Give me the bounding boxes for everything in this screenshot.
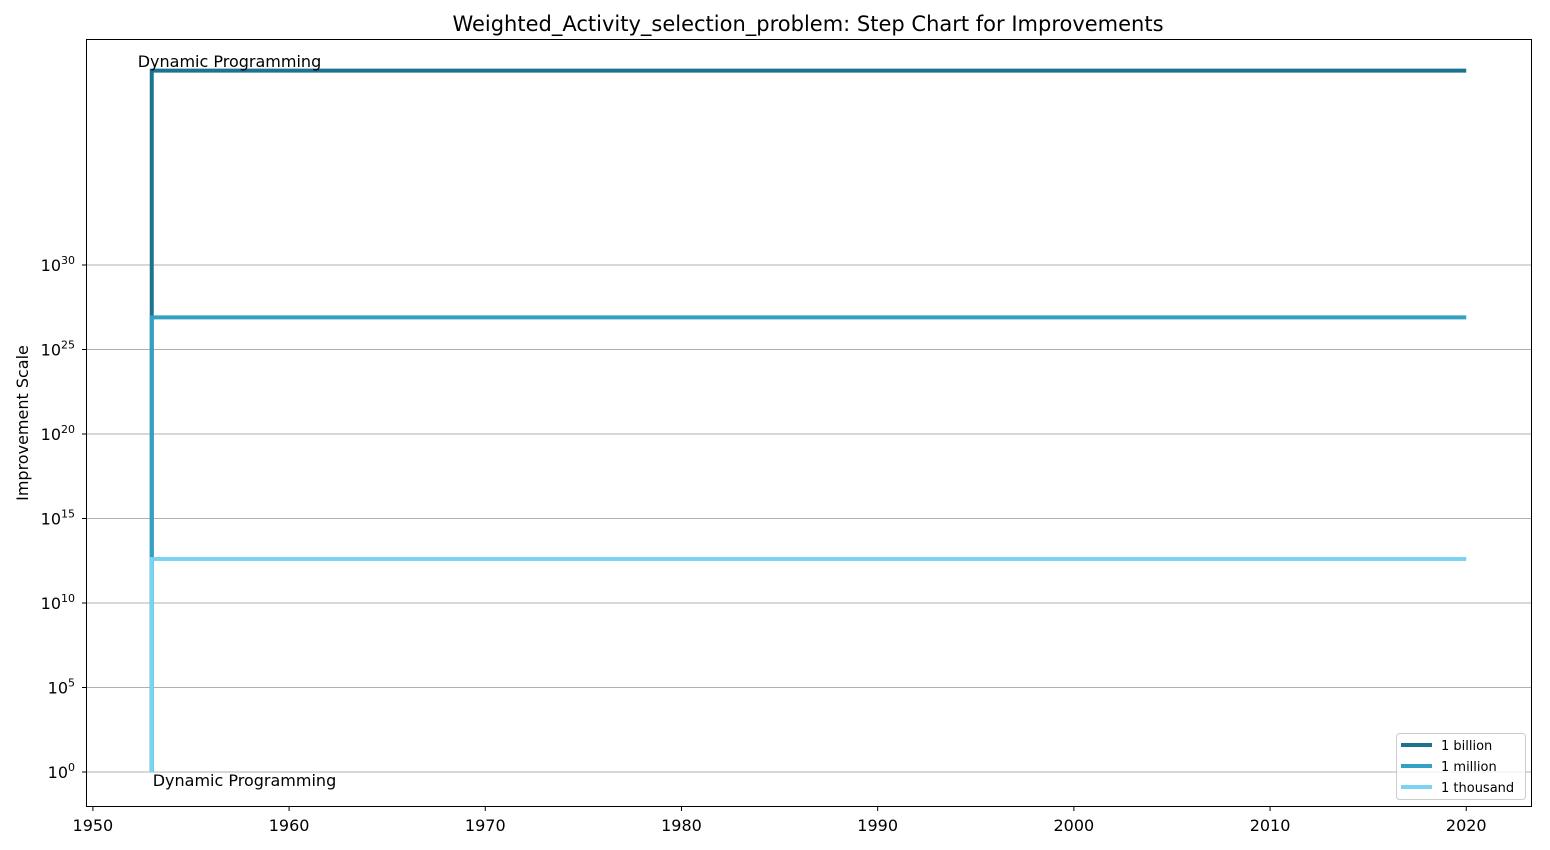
legend: 1 billion 1 million 1 thousand xyxy=(1396,733,1526,800)
x-tick-label: 2010 xyxy=(1250,816,1291,835)
x-tick-label: 1990 xyxy=(857,816,898,835)
grid-lines xyxy=(87,264,1531,773)
x-tick-label: 2000 xyxy=(1054,816,1095,835)
legend-label: 1 thousand xyxy=(1441,781,1514,796)
legend-label: 1 million xyxy=(1441,760,1497,775)
legend-box xyxy=(1396,733,1526,800)
y-axis: 100 105 1010 1015 1020 1025 1030 xyxy=(41,254,87,782)
x-tick-label: 1980 xyxy=(661,816,702,835)
y-axis-label: Improvement Scale xyxy=(13,345,32,501)
series-line-1-billion xyxy=(149,68,1467,772)
annotation-label: Dynamic Programming xyxy=(153,771,336,790)
annotations: Dynamic Programming Dynamic Programming xyxy=(138,52,336,790)
y-tick-label: 100 xyxy=(48,761,75,782)
y-tick-label: 1010 xyxy=(41,592,75,613)
x-tick-label: 1970 xyxy=(465,816,506,835)
legend-label: 1 billion xyxy=(1441,739,1492,754)
series-line-1-thousand xyxy=(149,557,1467,772)
y-tick-label: 105 xyxy=(48,677,75,698)
annotation-label: Dynamic Programming xyxy=(138,52,321,71)
chart-title: Weighted_Activity_selection_problem: Ste… xyxy=(452,12,1163,37)
y-tick-label: 1015 xyxy=(41,508,75,529)
series-lines xyxy=(149,68,1467,772)
x-tick-label: 1960 xyxy=(269,816,310,835)
series-line-1-million xyxy=(149,315,1467,772)
x-tick-label: 1950 xyxy=(73,816,114,835)
x-tick-label: 2020 xyxy=(1446,816,1487,835)
y-tick-label: 1020 xyxy=(41,423,75,444)
x-axis: 1950 1960 1970 1980 1990 2000 2010 2020 xyxy=(73,806,1487,835)
plot-area-frame xyxy=(86,39,1532,807)
y-tick-label: 1025 xyxy=(41,339,75,360)
y-tick-label: 1030 xyxy=(41,254,75,275)
